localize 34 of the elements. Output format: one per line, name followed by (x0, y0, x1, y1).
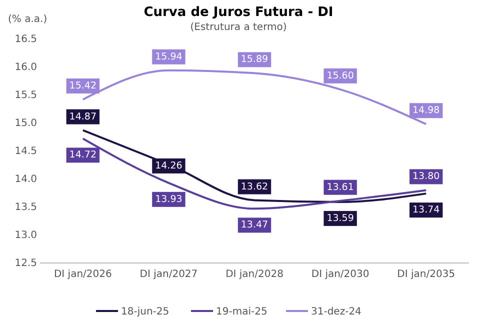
y-tick-label: 12.5 (14, 258, 37, 270)
y-tick-label: 13.0 (14, 230, 37, 242)
x-tick-label: DI jan/2027 (140, 269, 198, 280)
data-label: 13.74 (412, 204, 440, 216)
data-label: 13.62 (240, 181, 268, 192)
legend-label: 19-mai-25 (216, 306, 268, 318)
legend-label: 31-dez-24 (311, 306, 362, 318)
chart-subtitle: (Estrutura a termo) (190, 22, 287, 33)
data-label: 15.94 (155, 51, 182, 62)
y-tick-label: 16.0 (14, 62, 37, 74)
data-label: 13.61 (326, 182, 354, 193)
y-axis-title: (% a.a.) (8, 14, 48, 25)
data-label: 14.98 (412, 105, 440, 116)
x-tick-label: DI jan/2028 (226, 269, 284, 280)
y-tick-label: 14.5 (14, 146, 37, 158)
data-label: 15.60 (326, 70, 354, 82)
y-tick-label: 13.5 (14, 202, 37, 214)
data-label: 13.47 (240, 220, 268, 231)
data-label: 14.87 (69, 111, 96, 122)
y-tick-label: 14.0 (14, 174, 37, 186)
x-tick-label: DI jan/2026 (54, 269, 112, 280)
legend-label: 18-jun-25 (121, 306, 170, 318)
data-label: 13.59 (326, 212, 354, 224)
x-tick-label: DI jan/2030 (311, 269, 370, 280)
data-label: 13.93 (155, 194, 182, 205)
data-label: 14.72 (69, 150, 96, 161)
y-tick-label: 15.5 (14, 90, 37, 102)
chart-title: Curva de Juros Futura - DI (144, 5, 334, 20)
data-label: 15.89 (240, 54, 268, 66)
y-tick-label: 16.5 (14, 34, 37, 46)
x-tick-label: DI jan/2035 (397, 269, 456, 280)
data-label: 15.42 (69, 80, 96, 92)
data-label: 13.80 (412, 171, 440, 182)
y-tick-label: 15.0 (14, 118, 37, 130)
